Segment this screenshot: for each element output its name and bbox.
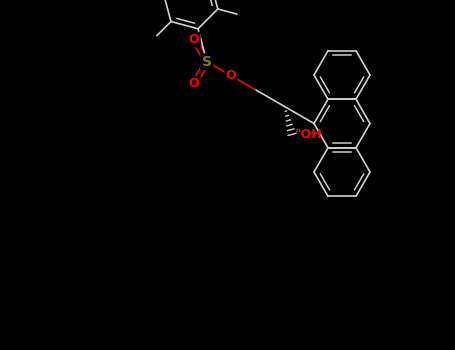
Text: "OH: "OH — [295, 128, 323, 141]
Text: S: S — [202, 55, 212, 69]
Text: O: O — [226, 69, 236, 82]
Text: O: O — [189, 33, 199, 46]
Text: O: O — [189, 77, 199, 90]
